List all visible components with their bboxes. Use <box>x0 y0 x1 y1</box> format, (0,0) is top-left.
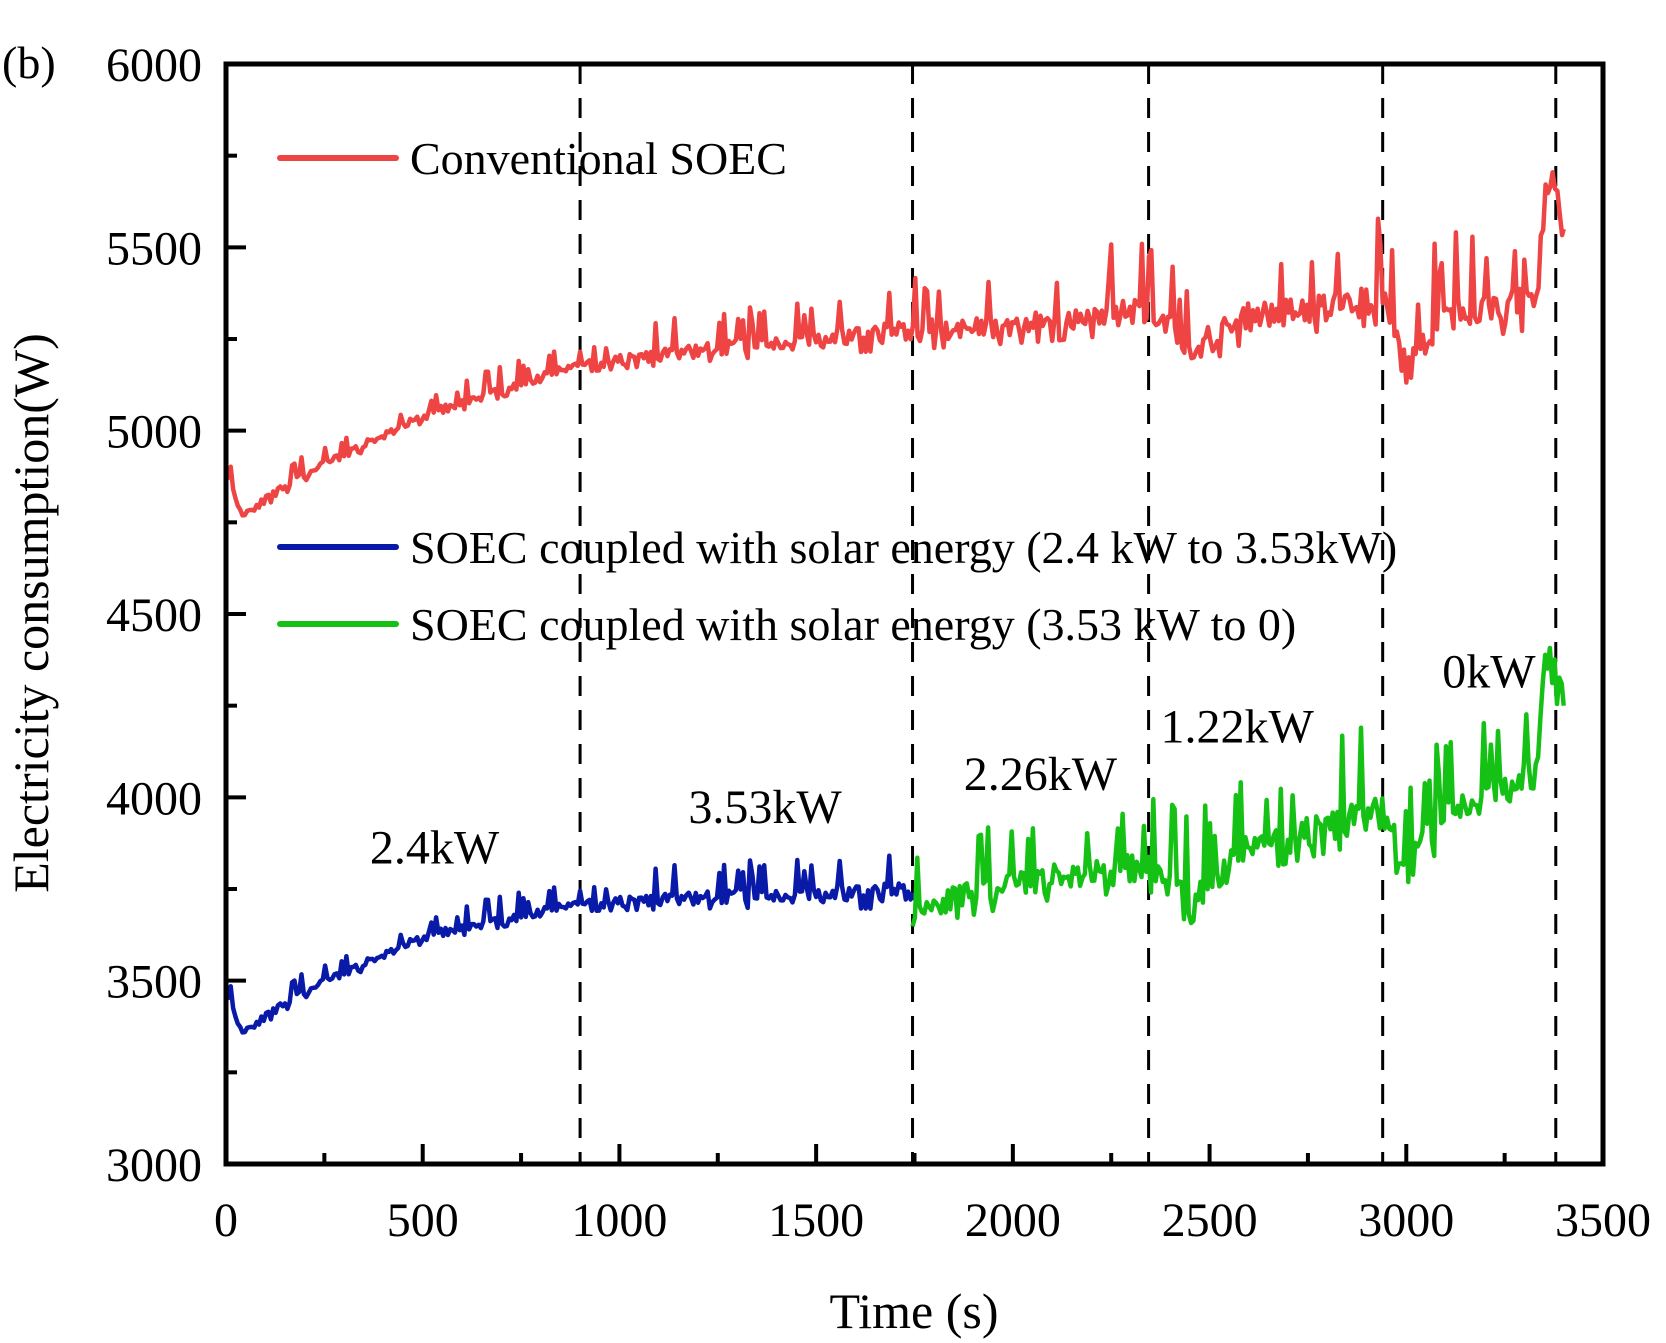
legend-label-coupled-decreasing: SOEC coupled with solar energy (3.53 kW … <box>410 599 1296 650</box>
legend: Conventional SOEC SOEC coupled with sola… <box>277 133 1397 650</box>
y-ticks: 3000 3500 4000 4500 5000 5500 6000 <box>106 39 246 1192</box>
x-tick-label: 0 <box>214 1194 238 1247</box>
x-tick-label: 500 <box>387 1194 459 1247</box>
x-tick-label: 1000 <box>571 1194 667 1247</box>
y-tick-label: 4500 <box>106 589 202 642</box>
y-tick-label: 5500 <box>106 222 202 275</box>
legend-label-coupled-increasing: SOEC coupled with solar energy (2.4 kW t… <box>410 522 1397 573</box>
power-annotation: 0kW <box>1442 645 1536 698</box>
y-tick-label: 5000 <box>106 406 202 459</box>
power-annotation: 1.22kW <box>1160 700 1314 753</box>
y-axis-title: Electricity consumption(W) <box>3 333 59 893</box>
power-annotation: 2.4kW <box>370 821 500 874</box>
x-tick-label: 2000 <box>965 1194 1061 1247</box>
x-tick-label: 1500 <box>768 1194 864 1247</box>
x-tick-label: 3500 <box>1555 1194 1651 1247</box>
power-annotation: 3.53kW <box>688 781 842 834</box>
power-annotation: 2.26kW <box>964 748 1118 801</box>
y-tick-label: 3500 <box>106 956 202 1009</box>
y-tick-label: 3000 <box>106 1139 202 1192</box>
x-axis-title: Time (s) <box>829 1283 998 1339</box>
x-ticks: 0 500 1000 1500 2000 2500 3000 3500 <box>214 1144 1651 1247</box>
series-line-0 <box>224 170 1566 518</box>
panel-label: (b) <box>2 37 56 88</box>
annotations: 2.4kW 3.53kW 2.26kW 1.22kW 0kW <box>370 645 1536 874</box>
series-lines <box>224 170 1566 1035</box>
x-tick-label: 3000 <box>1358 1194 1454 1247</box>
y-tick-label: 4000 <box>106 772 202 825</box>
x-tick-label: 2500 <box>1162 1194 1258 1247</box>
legend-label-conventional: Conventional SOEC <box>410 133 787 184</box>
series-line-1 <box>224 853 915 1035</box>
series-line-2 <box>910 645 1566 927</box>
y-tick-label: 6000 <box>106 39 202 92</box>
